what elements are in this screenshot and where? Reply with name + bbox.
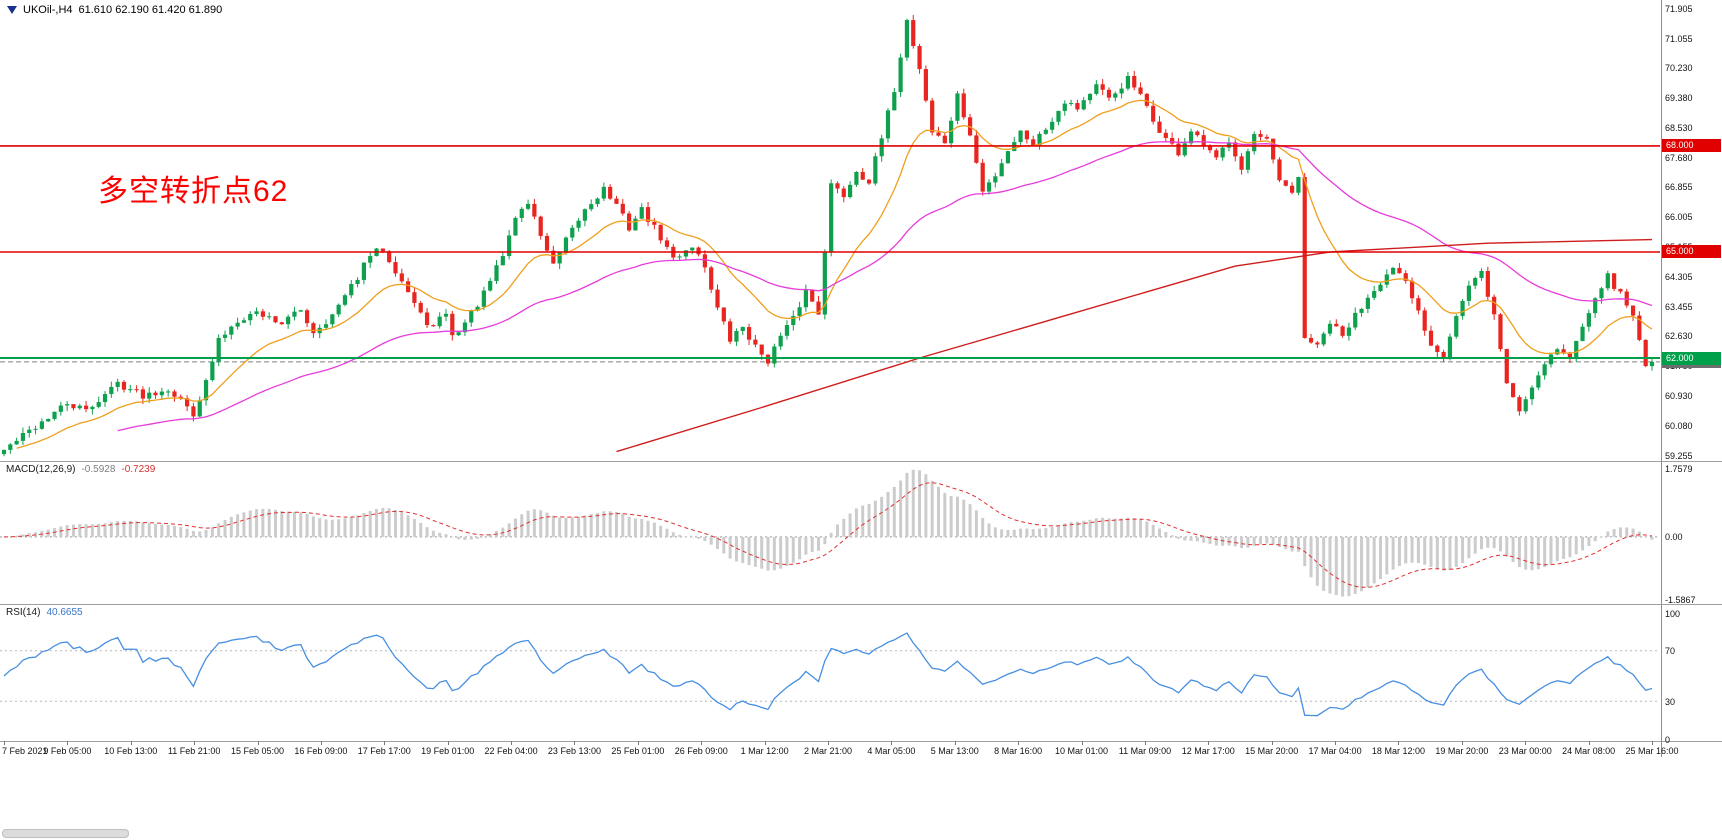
time-axis-label: 25 Feb 01:00 — [611, 746, 665, 756]
price-axis-label: 64.305 — [1665, 272, 1693, 283]
price-axis-label: 70.230 — [1665, 62, 1693, 73]
ohlc-values: 61.610 62.190 61.420 61.890 — [78, 4, 223, 16]
rsi-value: 40.6655 — [46, 607, 83, 618]
time-axis-tick — [701, 741, 703, 745]
time-axis-label: 15 Mar 20:00 — [1245, 746, 1299, 756]
rsi-scale-label: 100 — [1665, 608, 1681, 619]
price-axis-label: 66.005 — [1665, 211, 1693, 222]
hline-price-tag[interactable]: 68.000 — [1662, 139, 1721, 153]
time-axis-tick — [764, 741, 766, 745]
panel-separator-macd[interactable] — [0, 461, 1722, 462]
time-axis-tick — [257, 741, 259, 745]
time-axis-tick — [828, 741, 829, 745]
time-axis-label: 25 Mar 16:00 — [1625, 746, 1679, 756]
time-axis-label: 26 Feb 09:00 — [674, 746, 728, 756]
time-axis-tick — [1652, 741, 1653, 745]
time-axis-label: 23 Feb 13:00 — [547, 746, 601, 756]
time-axis-label: 11 Mar 09:00 — [1118, 746, 1172, 756]
rsi-scale-label: 70 — [1665, 646, 1676, 657]
time-axis-tick — [574, 741, 576, 745]
chart-title: UKOil-,H4 61.610 62.190 61.420 61.890 — [7, 4, 222, 16]
time-axis-tick — [1081, 741, 1083, 745]
time-axis-tick — [1461, 741, 1463, 745]
time-axis-label: 2 Mar 21:00 — [803, 746, 853, 756]
price-axis-label: 60.930 — [1665, 391, 1693, 402]
time-axis-label: 17 Mar 04:00 — [1308, 746, 1362, 756]
time-axis-label: 8 Mar 16:00 — [994, 746, 1043, 756]
time-axis-tick — [320, 741, 322, 745]
price-axis-label: 71.055 — [1665, 33, 1693, 44]
time-axis-label: 15 Feb 05:00 — [231, 746, 285, 756]
hline-price-tag[interactable]: 62.000 — [1662, 351, 1721, 365]
time-axis-label: 16 Feb 09:00 — [294, 746, 348, 756]
price-axis-label: 67.680 — [1665, 152, 1693, 163]
time-axis-label: 22 Feb 04:00 — [484, 746, 538, 756]
macd-label: MACD(12,26,9) -0.5928 -0.7239 — [6, 464, 155, 475]
time-axis-separator — [0, 741, 1722, 742]
time-axis-tick — [1335, 741, 1337, 745]
time-axis-tick — [4, 741, 5, 745]
hline-price-tag[interactable]: 65.000 — [1662, 245, 1721, 259]
macd-indicator-canvas[interactable] — [0, 462, 1660, 604]
time-axis-tick — [1588, 741, 1590, 745]
price-axis-label: 71.905 — [1665, 3, 1693, 14]
time-axis-label: 10 Feb 13:00 — [104, 746, 158, 756]
horizontal-scrollbar[interactable] — [2, 829, 129, 838]
time-axis-tick — [67, 741, 69, 745]
time-axis-label: 24 Mar 08:00 — [1562, 746, 1616, 756]
time-axis-label: 5 Mar 13:00 — [930, 746, 979, 756]
time-axis-label: 17 Feb 17:00 — [357, 746, 411, 756]
time-axis-tick — [194, 741, 196, 745]
time-axis-tick — [1208, 741, 1210, 745]
macd-main-value: -0.5928 — [81, 464, 116, 475]
time-axis-tick — [954, 741, 956, 745]
main-chart-canvas[interactable] — [0, 0, 1660, 461]
symbol-timeframe: UKOil-,H4 — [23, 4, 73, 16]
panel-separator-rsi[interactable] — [0, 604, 1722, 605]
time-axis-tick — [447, 741, 449, 745]
macd-signal-value: -0.7239 — [121, 464, 156, 475]
time-axis-label: 10 Mar 01:00 — [1055, 746, 1109, 756]
chart-icon — [7, 6, 17, 14]
time-axis-tick — [511, 741, 513, 745]
time-axis-tick — [384, 741, 386, 745]
time-axis-label: 19 Feb 01:00 — [421, 746, 475, 756]
time-axis-tick — [1525, 741, 1527, 745]
macd-scale-label: -1.5867 — [1665, 594, 1696, 605]
time-axis-tick — [1144, 741, 1146, 745]
rsi-label: RSI(14) 40.6655 — [6, 607, 83, 618]
time-axis-label: 4 Mar 05:00 — [867, 746, 916, 756]
time-axis-tick — [891, 741, 893, 745]
time-axis-label: 18 Mar 12:00 — [1371, 746, 1425, 756]
time-axis-label: 1 Mar 12:00 — [740, 746, 789, 756]
rsi-scale-label: 0 — [1665, 734, 1671, 745]
rsi-indicator-canvas[interactable] — [0, 605, 1660, 741]
time-axis-label: 11 Feb 21:00 — [167, 746, 221, 756]
rsi-name: RSI(14) — [6, 607, 41, 618]
price-axis-label: 60.080 — [1665, 421, 1693, 432]
annotation-text[interactable]: 多空转折点62 — [98, 175, 289, 208]
macd-scale-label: 0.00 — [1665, 532, 1683, 543]
time-axis-tick — [130, 741, 132, 745]
time-axis-label: 7 Feb 2021 — [2, 746, 48, 756]
price-axis-label: 63.455 — [1665, 302, 1693, 313]
time-axis-label: 9 Feb 05:00 — [43, 746, 92, 756]
macd-name: MACD(12,26,9) — [6, 464, 76, 475]
time-axis-label: 12 Mar 17:00 — [1181, 746, 1235, 756]
price-scale-separator — [1661, 0, 1662, 757]
price-axis-label: 68.530 — [1665, 122, 1693, 133]
price-axis-label: 69.380 — [1665, 92, 1693, 103]
time-axis-label: 19 Mar 20:00 — [1435, 746, 1489, 756]
price-axis-label: 66.855 — [1665, 181, 1693, 192]
price-axis-label: 59.255 — [1665, 450, 1693, 461]
time-axis-label: 23 Mar 00:00 — [1498, 746, 1552, 756]
time-axis-tick — [1398, 741, 1400, 745]
macd-scale-label: 1.7579 — [1665, 463, 1693, 474]
price-axis-label: 62.630 — [1665, 331, 1693, 342]
time-axis-tick — [1018, 741, 1020, 745]
time-axis-tick — [1271, 741, 1273, 745]
time-axis-tick — [637, 741, 639, 745]
rsi-scale-label: 30 — [1665, 696, 1676, 707]
